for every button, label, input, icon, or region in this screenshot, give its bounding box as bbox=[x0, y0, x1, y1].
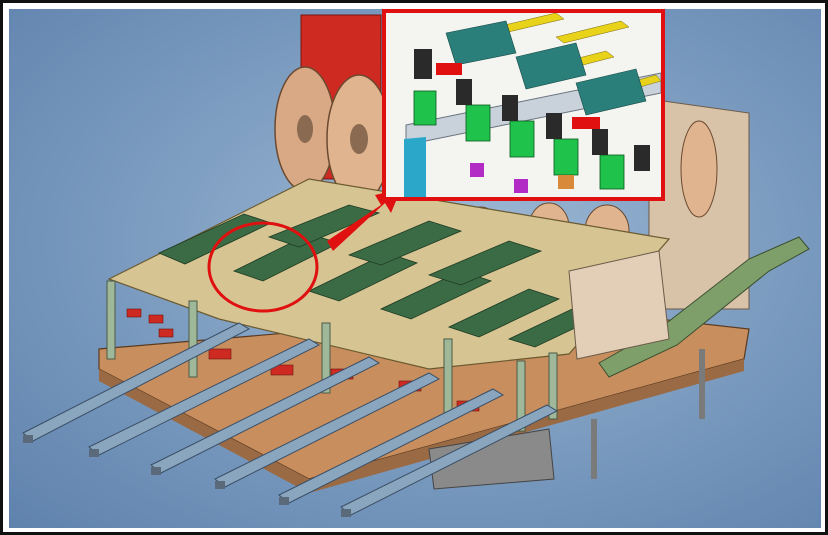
callout-circle bbox=[207, 221, 319, 313]
right-bracket bbox=[568, 250, 670, 360]
right-leg-2 bbox=[591, 419, 597, 479]
inset-green-actuators bbox=[413, 90, 625, 190]
support-posts bbox=[106, 280, 558, 432]
arm-feet bbox=[23, 435, 351, 517]
inset-blue-frame bbox=[404, 137, 426, 197]
conveyor-strips bbox=[158, 204, 617, 348]
inset-red-clamps bbox=[436, 63, 600, 129]
steel-arms bbox=[22, 322, 559, 516]
callout-arrow bbox=[327, 189, 401, 251]
right-leg-1 bbox=[699, 349, 705, 419]
zoom-inset bbox=[382, 9, 665, 201]
inset-teal-blocks bbox=[445, 20, 647, 116]
inset-orange-part bbox=[558, 175, 574, 189]
inset-purple-parts bbox=[470, 163, 528, 193]
inset-render bbox=[386, 13, 661, 197]
machine-render bbox=[22, 14, 810, 517]
inset-dark-parts bbox=[414, 49, 650, 171]
